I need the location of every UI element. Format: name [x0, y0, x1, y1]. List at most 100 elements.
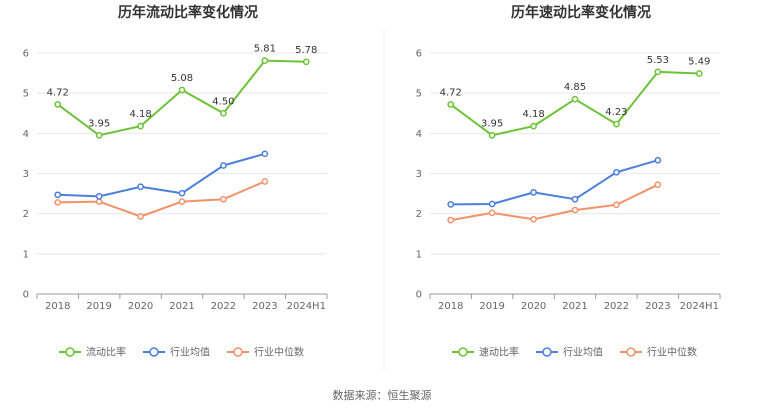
data-point: [447, 201, 455, 208]
x-tick-label: 2022: [604, 301, 629, 312]
data-point: [95, 131, 103, 139]
data-label: 5.49: [688, 56, 710, 67]
x-tick-label: 2018: [438, 301, 463, 312]
data-point: [137, 213, 144, 220]
data-point: [137, 122, 144, 130]
x-tick-label: 2023: [645, 301, 670, 312]
data-point: [571, 95, 579, 103]
y-tick-label: 0: [416, 290, 422, 301]
y-tick-label: 5: [416, 89, 422, 100]
y-tick-label: 1: [416, 249, 422, 260]
legend-item-2[interactable]: 行业中位数: [620, 346, 697, 359]
x-tick-label: 2020: [128, 301, 153, 312]
data-point: [302, 58, 310, 66]
x-tick-label: 2021: [169, 301, 194, 312]
series-line-2: [57, 180, 266, 218]
x-tick-label: 2024H1: [680, 301, 719, 312]
data-label: 4.72: [440, 87, 462, 98]
y-tick-label: 0: [23, 290, 29, 301]
chart-title: 历年流动比率变化情况: [118, 4, 258, 21]
y-tick-label: 5: [23, 89, 29, 100]
data-label: 4.50: [212, 96, 234, 107]
x-tick-label: 2019: [479, 301, 504, 312]
data-label: 5.08: [171, 73, 193, 84]
data-point: [220, 109, 227, 117]
data-point: [178, 198, 186, 205]
legend-swatch-marker: [458, 347, 468, 357]
data-point: [530, 215, 537, 223]
x-tick-label: 2024H1: [287, 301, 326, 312]
data-label: 5.81: [254, 44, 276, 55]
data-point: [95, 193, 103, 200]
chart-title: 历年速动比率变化情况: [511, 4, 651, 21]
data-point: [54, 191, 62, 199]
data-point: [54, 101, 62, 108]
y-tick-label: 3: [416, 169, 422, 180]
legend-label: 行业均值: [563, 346, 603, 359]
chart-panel-1: 历年流动比率变化情况 0 1 2 3 4 5 6 2018 2019 2020 2021 2022 202…: [23, 4, 328, 359]
data-point: [178, 86, 186, 94]
data-point: [261, 57, 269, 64]
data-label: 4.18: [522, 109, 544, 120]
data-point: [178, 189, 186, 197]
data-point: [261, 178, 269, 185]
data-point: [571, 206, 579, 214]
legend-swatch-marker: [542, 347, 552, 357]
data-label: 5.53: [647, 55, 669, 66]
data-label: 4.18: [129, 109, 151, 120]
data-point: [488, 131, 496, 139]
legend-label: 行业中位数: [254, 346, 304, 359]
data-label: 4.23: [605, 107, 627, 118]
data-point: [488, 200, 496, 208]
legend-swatch-marker: [65, 347, 75, 357]
x-tick-label: 2018: [45, 301, 70, 312]
data-point: [613, 168, 620, 176]
data-point: [695, 70, 703, 77]
legend-label: 行业均值: [170, 346, 210, 359]
data-point: [447, 101, 455, 108]
legend: 速动比率 行业均值 行业中位数: [452, 346, 697, 359]
series-line-1: [57, 152, 266, 198]
data-point: [654, 156, 662, 164]
data-point: [488, 209, 496, 217]
y-tick-label: 2: [23, 209, 29, 220]
series-line-2: [450, 183, 659, 222]
y-tick-label: 6: [23, 49, 29, 60]
y-tick-label: 6: [416, 49, 422, 60]
data-point: [530, 189, 537, 196]
data-point: [613, 120, 620, 128]
data-point: [95, 198, 103, 205]
data-label: 3.95: [88, 118, 110, 129]
data-point: [613, 201, 620, 209]
legend-item-0[interactable]: 速动比率: [452, 346, 519, 359]
legend-label: 流动比率: [86, 346, 126, 359]
y-tick-label: 4: [416, 129, 422, 140]
data-point: [137, 183, 144, 191]
x-tick-label: 2023: [252, 301, 277, 312]
legend-swatch-marker: [233, 347, 243, 357]
y-tick-label: 4: [23, 129, 29, 140]
y-tick-label: 3: [23, 169, 29, 180]
data-point: [447, 216, 455, 224]
data-point: [220, 195, 227, 203]
data-label: 3.95: [481, 118, 503, 129]
y-tick-label: 2: [416, 209, 422, 220]
chart-panel-2: 历年速动比率变化情况 0 1 2 3 4 5 6 2018 2019 2020 2021 2022 202…: [416, 4, 721, 359]
data-label: 4.72: [47, 87, 69, 98]
data-point: [54, 199, 62, 206]
legend-label: 行业中位数: [647, 346, 697, 359]
legend-item-1[interactable]: 行业均值: [536, 346, 603, 359]
legend-item-2[interactable]: 行业中位数: [227, 346, 304, 359]
data-point: [654, 68, 662, 76]
legend: 流动比率 行业均值 行业中位数: [59, 346, 304, 359]
data-point: [654, 181, 662, 189]
series-line-1: [450, 159, 659, 206]
legend-item-0[interactable]: 流动比率: [59, 346, 126, 359]
x-tick-label: 2022: [211, 301, 236, 312]
data-point: [571, 195, 579, 203]
data-point: [261, 150, 269, 158]
data-label: 4.85: [564, 82, 586, 93]
data-point: [220, 162, 227, 169]
legend-item-1[interactable]: 行业均值: [143, 346, 210, 359]
